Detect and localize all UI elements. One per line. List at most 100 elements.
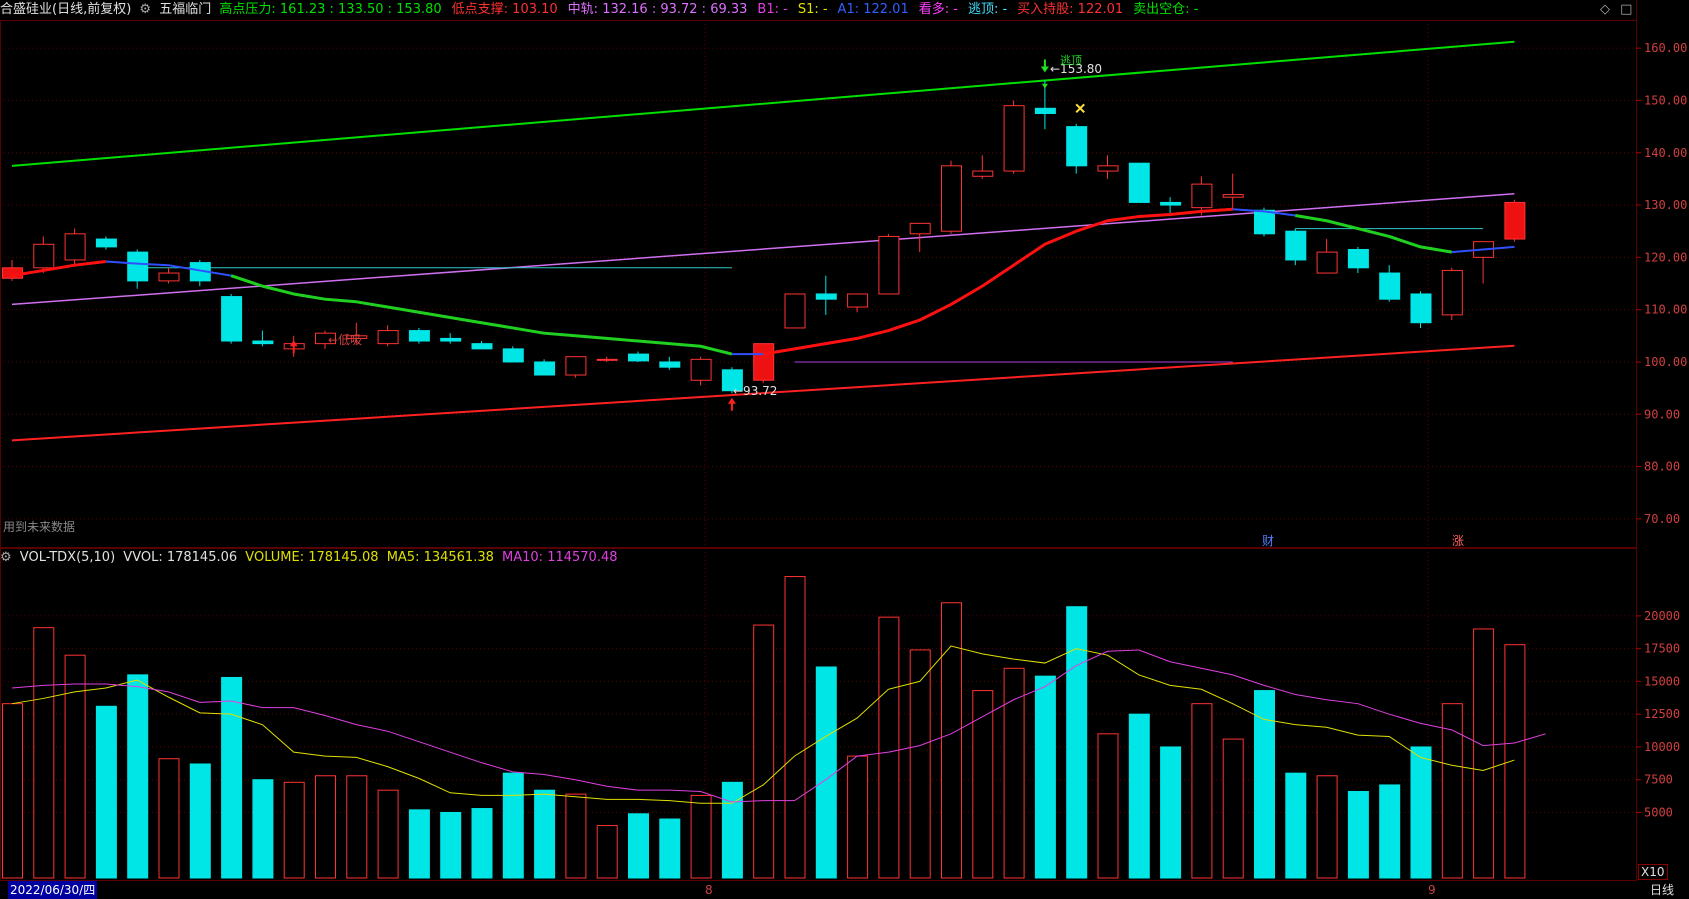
candle xyxy=(534,359,556,376)
candle-body xyxy=(346,335,368,339)
volume-bar xyxy=(815,666,837,879)
chart-options-icons[interactable]: ◇ □ xyxy=(1600,0,1632,20)
candle xyxy=(1128,162,1150,203)
volume-bar xyxy=(878,616,900,879)
volume-bar xyxy=(1222,738,1244,879)
volume-ma10-line xyxy=(11,649,1546,803)
period-label[interactable]: 日线 xyxy=(1650,883,1675,897)
price-tick-label: 110.00 xyxy=(1644,303,1687,317)
volume-tick-label: 7500 xyxy=(1644,773,1673,787)
candle-body xyxy=(221,296,243,342)
indicator-label-2: 中轨: xyxy=(567,2,599,17)
volume-bar xyxy=(659,818,681,879)
candle-body xyxy=(847,293,869,308)
ma-line-red xyxy=(11,260,107,278)
volume-bar xyxy=(909,649,931,879)
ma-line-blue xyxy=(105,260,232,277)
candle-body xyxy=(1410,293,1432,324)
candle-body xyxy=(1191,183,1213,209)
indicator-label-3: B1: xyxy=(757,2,779,17)
future-data-note: 用到未来数据 xyxy=(3,519,75,534)
volume-bar xyxy=(315,775,336,879)
candle-body xyxy=(95,238,117,248)
price-tick-label: 130.00 xyxy=(1644,198,1687,212)
buy-arrow-icon xyxy=(289,340,298,354)
ma-line-blue xyxy=(1451,245,1515,254)
candle xyxy=(471,341,493,350)
volume-bar xyxy=(565,793,587,879)
volume-bar xyxy=(972,690,994,879)
low-price-label: ←93.72 xyxy=(733,384,777,398)
volume-indicator-name[interactable]: VOL-TDX(5,10) xyxy=(19,550,116,565)
volume-bar xyxy=(1160,746,1182,879)
stock-name[interactable]: 合盛硅业(日线,前复权) xyxy=(0,2,132,17)
candle-body xyxy=(596,358,618,361)
cursor-date: 2022/06/30/四 xyxy=(8,881,98,899)
volume-bar xyxy=(283,781,305,879)
diamond-icon[interactable]: ◇ xyxy=(1600,2,1610,17)
candle xyxy=(878,233,900,295)
ma5-value: MA5: 134561.38 xyxy=(386,550,494,565)
candle-body xyxy=(1128,162,1150,203)
volume-bar xyxy=(628,813,649,879)
indicator-value-0: 161.23 : 133.50 : 153.80 xyxy=(275,2,442,17)
candle xyxy=(158,267,180,284)
volume-bar xyxy=(158,758,180,879)
volume-bar xyxy=(95,705,117,879)
candlestick-series[interactable] xyxy=(2,80,1526,394)
sell-arrow-icon xyxy=(1040,59,1049,73)
volume-value: VOLUME: 178145.08 xyxy=(245,550,379,565)
price-tick-label: 160.00 xyxy=(1644,41,1687,55)
indicator-value-7: - xyxy=(998,2,1008,17)
indicator-value-1: 103.10 xyxy=(508,2,558,17)
bottom-date-bar: 2022/06/30/四 8 9 日线 xyxy=(0,881,1689,899)
candle-body xyxy=(502,348,524,363)
indicator-label-8: 买入持股: xyxy=(1017,2,1074,17)
candle xyxy=(127,249,149,289)
indicator-value-4: - xyxy=(818,2,828,17)
candle-body xyxy=(972,170,994,177)
candle-body xyxy=(1285,230,1307,261)
volume-bar xyxy=(502,772,524,879)
ma-line-green xyxy=(1295,214,1453,254)
candle xyxy=(2,259,23,281)
candle-body xyxy=(1003,105,1025,172)
month-9-marker: 9 xyxy=(1428,883,1436,897)
volume-bar xyxy=(252,779,274,879)
volume-bar xyxy=(1316,775,1338,879)
ma-line-blue xyxy=(1232,208,1296,217)
candle-body xyxy=(941,165,962,232)
volume-bar xyxy=(1347,790,1369,879)
volume-bar xyxy=(33,627,55,879)
buy-arrow-icon xyxy=(727,397,736,411)
candle xyxy=(628,351,649,362)
candle xyxy=(1191,176,1213,216)
candle-body xyxy=(659,361,681,368)
candle-body xyxy=(565,356,587,376)
candle xyxy=(1379,265,1401,302)
scale-label[interactable]: X10 xyxy=(1638,864,1668,880)
indicator-value-2: 132.16 : 93.72 : 69.33 xyxy=(598,2,748,17)
candle xyxy=(847,293,869,313)
volume-bar xyxy=(1003,667,1025,879)
candle-body xyxy=(690,358,712,381)
volume-bar xyxy=(471,808,493,879)
volume-bar xyxy=(1034,675,1056,879)
indicator-label-5: A1: xyxy=(837,2,860,17)
candle xyxy=(502,346,524,363)
volume-bar xyxy=(690,794,712,879)
candle-body xyxy=(1066,126,1088,167)
candle-body xyxy=(534,361,556,376)
settings-icon[interactable]: ⚙ xyxy=(0,550,12,565)
candle xyxy=(815,275,837,315)
volume-tick-label: 5000 xyxy=(1644,805,1673,819)
volume-bar xyxy=(1441,703,1463,879)
volume-bar-series[interactable] xyxy=(2,576,1526,879)
candle-body xyxy=(1222,194,1244,198)
candle-body xyxy=(127,251,149,282)
settings-icon[interactable]: ⚙ xyxy=(139,2,152,17)
square-icon[interactable]: □ xyxy=(1620,2,1633,17)
rise-mark: 涨 xyxy=(1452,533,1464,548)
indicator-name[interactable]: 五福临门 xyxy=(159,2,212,17)
